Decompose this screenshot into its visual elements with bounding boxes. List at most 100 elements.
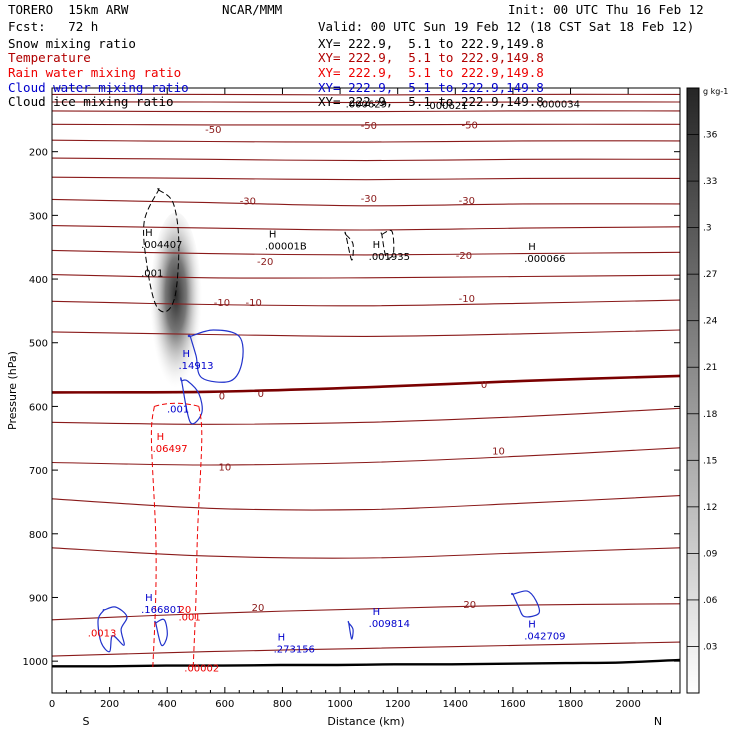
- colorbar: [686, 87, 700, 694]
- colorbar-label: .06: [703, 596, 718, 606]
- extremum-value: .00002: [184, 664, 219, 675]
- extremum-marker: H: [145, 228, 153, 239]
- temperature-label: -50: [361, 121, 377, 132]
- extremum-value: .0013: [88, 629, 117, 640]
- x-end-label-left: S: [83, 715, 90, 728]
- temperature-contour--5: [51, 329, 681, 337]
- temperature-label: 20: [463, 600, 476, 611]
- temperature-label: -30: [459, 196, 475, 207]
- extremum-value: .042709: [524, 632, 565, 643]
- model-title: TORERO 15km ARW: [8, 2, 129, 17]
- x-tick-label: 200: [100, 699, 119, 710]
- extremum-value: .001: [179, 613, 201, 624]
- y-tick-label: 200: [29, 148, 48, 159]
- temperature-contour--55: [51, 110, 681, 113]
- colorbar-label: .03: [703, 642, 717, 652]
- cloud-ice-contour-0: [143, 186, 180, 313]
- temperature-contour--40: [51, 157, 681, 162]
- x-tick-label: 1200: [385, 699, 410, 710]
- snow-shading-core: [149, 212, 202, 397]
- y-axis-label: Pressure (hPa): [6, 351, 19, 430]
- field-snow-xy: XY= 222.9, 5.1 to 222.9,149.8: [318, 36, 544, 51]
- x-tick-label: 800: [273, 699, 292, 710]
- x-end-label-right: N: [654, 715, 662, 728]
- x-tick-label: 2000: [615, 699, 640, 710]
- temperature-contour--20: [51, 249, 681, 256]
- extremum-value: .009814: [369, 619, 410, 630]
- rain-contour-top: [154, 402, 200, 407]
- temperature-label: -10: [245, 298, 261, 309]
- extremum-marker: H: [528, 242, 536, 253]
- rain-contour-0: [150, 406, 157, 668]
- x-tick-label: 1600: [500, 699, 525, 710]
- colorbar-label: .36: [703, 131, 718, 141]
- field-rain-label: Rain water mixing ratio: [8, 65, 182, 80]
- extremum-value: .000629: [346, 99, 387, 110]
- colorbar-label: .15: [703, 456, 717, 466]
- extremum-value: .166801: [141, 605, 182, 616]
- field-temp-xy: XY= 222.9, 5.1 to 222.9,149.8: [318, 50, 544, 65]
- extremum-marker: H: [269, 229, 277, 240]
- field-cloudwater-label: Cloud water mixing ratio: [8, 80, 189, 95]
- y-tick-label: 700: [29, 466, 48, 477]
- colorbar-label: .21: [703, 363, 717, 373]
- temperature-label: 0: [258, 389, 264, 400]
- x-tick-label: 1000: [327, 699, 352, 710]
- x-axis-label: Distance (km): [327, 715, 404, 728]
- colorbar-label: .18: [703, 410, 718, 420]
- temperature-label: 10: [492, 446, 505, 457]
- x-tick-label: 400: [158, 699, 177, 710]
- extremum-marker: H: [157, 432, 165, 443]
- temperature-label: -20: [257, 257, 273, 268]
- temperature-contour-10: [51, 447, 681, 466]
- x-tick-label: 600: [215, 699, 234, 710]
- extremum-value: .001: [141, 269, 163, 280]
- temperature-contour--25: [51, 225, 681, 231]
- temperature-label: -30: [361, 194, 377, 205]
- cloud-water-contour-3: [154, 618, 168, 647]
- extremum-value: .00001B: [265, 241, 307, 252]
- x-tick-label: 1800: [558, 699, 583, 710]
- y-tick-label: 500: [29, 339, 48, 350]
- temperature-contour--60: [51, 101, 681, 104]
- extremum-value: .004407: [141, 240, 182, 251]
- colorbar-label: .09: [703, 549, 718, 559]
- y-tick-label: 800: [29, 530, 48, 541]
- cloud-water-contour-4: [347, 620, 354, 640]
- field-temp-label: Temperature: [8, 50, 91, 65]
- temperature-contour-15: [51, 495, 681, 511]
- colorbar-label: .12: [703, 503, 717, 513]
- temperature-contour--45: [51, 139, 681, 143]
- extremum-marker: H: [373, 240, 381, 251]
- plot-frame: [51, 87, 681, 694]
- center-title: NCAR/MMM: [222, 2, 283, 17]
- temperature-label: -10: [214, 298, 230, 309]
- extremum-value: .001: [167, 404, 189, 415]
- extremum-marker: H: [373, 607, 381, 618]
- y-tick-label: 600: [29, 402, 48, 413]
- temperature-contour-5: [51, 407, 681, 425]
- extremum-value: 20: [179, 605, 192, 616]
- temperature-contour--50: [51, 123, 681, 126]
- y-tick-label: 1000: [23, 657, 48, 668]
- colorbar-label: .33: [703, 177, 717, 187]
- extremum-value: .000066: [524, 254, 565, 265]
- temperature-contour--35: [51, 176, 681, 181]
- y-tick-label: 300: [29, 211, 48, 222]
- y-tick-label: 900: [29, 593, 48, 604]
- rain-contour-1: [192, 406, 203, 668]
- extremum-value: .14913: [179, 361, 214, 372]
- temperature-contour--30: [51, 198, 681, 207]
- temperature-label: -50: [462, 120, 478, 131]
- colorbar-label: .3: [703, 224, 712, 234]
- temperature-label: 0: [219, 392, 225, 403]
- cloud-ice-contour-2: [380, 229, 395, 259]
- forecast-hour: Fcst: 72 h: [8, 19, 99, 34]
- x-tick-label: 0: [49, 699, 55, 710]
- extremum-marker: H: [278, 632, 286, 643]
- field-cloudwater-xy: XY= 222.9, 5.1 to 222.9,149.8: [318, 80, 544, 95]
- extremum-value: .001935: [369, 252, 410, 263]
- field-snow-label: Snow mixing ratio: [8, 36, 136, 51]
- init-time: Init: 00 UTC Thu 16 Feb 12: [508, 2, 704, 17]
